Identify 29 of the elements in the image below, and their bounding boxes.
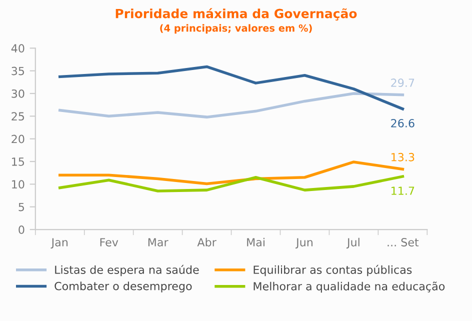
legend-label: Melhorar a qualidade na educação bbox=[254, 282, 445, 293]
y-tick-label: 15 bbox=[12, 158, 24, 166]
y-tick-label: 10 bbox=[12, 180, 24, 189]
chart-subtitle: (4 principais; valores em %) bbox=[160, 24, 312, 34]
y-tick-label: 20 bbox=[12, 134, 24, 144]
data-label: 26.6 bbox=[391, 119, 414, 128]
data-label: 13.3 bbox=[392, 152, 414, 162]
y-tick-label: 25 bbox=[12, 112, 24, 121]
chart-title: Prioridade máxima da Governação bbox=[116, 8, 357, 21]
x-tick-label: ... Set bbox=[388, 238, 419, 246]
data-label: 11.7 bbox=[392, 186, 414, 195]
y-tick-label: 35 bbox=[12, 66, 24, 76]
y-tick-label: 30 bbox=[12, 89, 24, 98]
x-tick-label: Jul bbox=[346, 238, 360, 249]
x-tick-label: Abr bbox=[197, 238, 216, 246]
y-tick-label: 0 bbox=[18, 225, 24, 234]
legend-label: Listas de espera na saúde bbox=[55, 264, 199, 276]
data-label: 29.7 bbox=[391, 78, 414, 87]
legend-label: Equilibrar as contas públicas bbox=[254, 264, 412, 276]
x-tick-label: Jun bbox=[295, 238, 312, 249]
legend-label: Combater o desemprego bbox=[54, 282, 192, 292]
x-tick-label: Mar bbox=[148, 238, 168, 246]
y-tick-label: 5 bbox=[18, 202, 24, 212]
x-tick-label: Jan bbox=[50, 238, 68, 249]
x-tick-label: Fev bbox=[100, 238, 118, 246]
line-series bbox=[58, 160, 404, 186]
y-tick-label: 40 bbox=[11, 44, 24, 53]
x-tick-label: Mai bbox=[247, 238, 264, 246]
line-series bbox=[58, 92, 404, 118]
